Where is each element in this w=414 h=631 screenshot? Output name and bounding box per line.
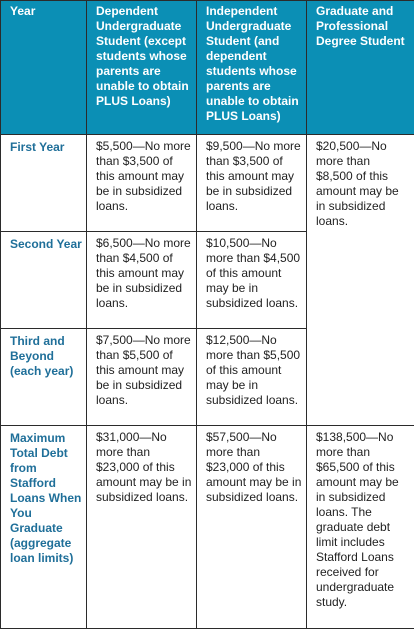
cell-max-dependent: $31,000—No more than $23,000 of this amo… (86, 425, 197, 629)
row-label-maximum-total-debt: Maximum Total Debt from Stafford Loans W… (0, 425, 87, 629)
table-row: Maximum Total Debt from Stafford Loans W… (0, 425, 414, 629)
cell-second-year-independent: $10,500—No more than $4,500 of this amou… (196, 231, 307, 329)
table-row: Third and Beyond (each year) $7,500—No m… (0, 328, 414, 426)
row-label-first-year: First Year (0, 134, 87, 232)
cell-first-year-independent: $9,500—No more than $3,500 of this amoun… (196, 134, 307, 232)
header-graduate-professional: Graduate and Professional Degree Student (306, 0, 414, 135)
cell-third-year-independent: $12,500—No more than $5,500 of this amou… (196, 328, 307, 426)
header-independent-undergraduate: Independent Undergraduate Student (and d… (196, 0, 307, 135)
cell-second-year-dependent: $6,500—No more than $4,500 of this amoun… (86, 231, 197, 329)
cell-max-graduate: $138,500—No more than $65,500 of this am… (306, 425, 414, 629)
cell-max-independent: $57,500—No more than $23,000 of this amo… (196, 425, 307, 629)
table-row: Second Year $6,500—No more than $4,500 o… (0, 231, 414, 329)
header-year: Year (0, 0, 87, 135)
row-label-third-and-beyond: Third and Beyond (each year) (0, 328, 87, 426)
header-dependent-undergraduate: Dependent Undergraduate Student (except … (86, 0, 197, 135)
row-label-second-year: Second Year (0, 231, 87, 329)
header-row: Year Dependent Undergraduate Student (ex… (0, 0, 414, 135)
cell-graduate-annual: $20,500—No more than $8,500 of this amou… (306, 134, 414, 426)
cell-third-year-dependent: $7,500—No more than $5,500 of this amoun… (86, 328, 197, 426)
table-row: First Year $5,500—No more than $3,500 of… (0, 134, 414, 426)
cell-first-year-dependent: $5,500—No more than $3,500 of this amoun… (86, 134, 197, 232)
